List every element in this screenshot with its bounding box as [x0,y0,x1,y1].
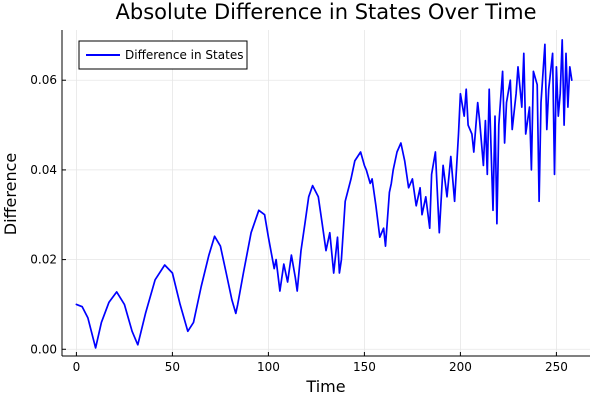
legend-label: Difference in States [125,48,243,62]
y-tick-label: 0.04 [30,163,57,177]
x-tick-label: 200 [449,360,472,374]
x-tick-label: 150 [353,360,376,374]
series-line-difference-in-states [75,39,573,349]
grid [62,30,590,356]
x-axis-label: Time [305,377,345,396]
tick-labels: 0 50 100 150 200 250 0.00 0.02 0.04 0.06 [30,73,568,374]
y-tick-label: 0.02 [30,253,57,267]
legend: Difference in States [78,40,248,70]
x-tick-label: 0 [73,360,81,374]
axes [61,30,590,357]
y-tick-label: 0.06 [30,73,57,87]
y-axis-label: Difference [1,153,20,235]
y-tick-label: 0.00 [30,342,57,356]
x-tick-label: 250 [545,360,568,374]
series-lines [75,39,573,349]
x-tick-label: 100 [257,360,280,374]
chart-title: Absolute Difference in States Over Time [116,0,537,24]
x-tick-label: 50 [165,360,180,374]
